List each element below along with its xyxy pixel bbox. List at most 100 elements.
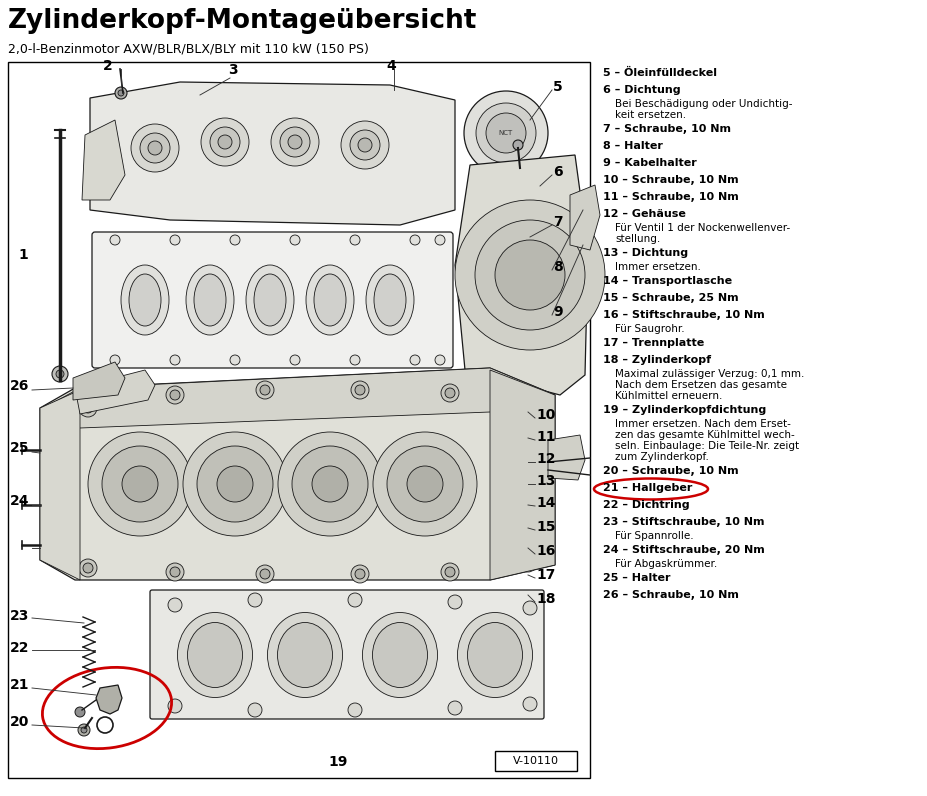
Circle shape <box>355 569 364 579</box>
Circle shape <box>201 118 248 166</box>
Circle shape <box>183 432 286 536</box>
Ellipse shape <box>185 265 234 335</box>
Text: 16: 16 <box>536 544 554 558</box>
Text: 16 – Stiftschraube, 10 Nm: 16 – Stiftschraube, 10 Nm <box>603 310 764 320</box>
Circle shape <box>81 727 87 733</box>
Circle shape <box>280 127 310 157</box>
Circle shape <box>140 133 170 163</box>
Circle shape <box>230 235 240 245</box>
Ellipse shape <box>121 265 169 335</box>
Text: 10 – Schraube, 10 Nm: 10 – Schraube, 10 Nm <box>603 175 738 185</box>
Ellipse shape <box>372 622 427 688</box>
Text: 19: 19 <box>327 755 347 769</box>
Circle shape <box>118 90 124 96</box>
Circle shape <box>147 141 162 155</box>
Circle shape <box>525 398 535 408</box>
Circle shape <box>387 446 463 522</box>
Circle shape <box>168 598 182 612</box>
Text: 26 – Schraube, 10 Nm: 26 – Schraube, 10 Nm <box>603 590 738 600</box>
Polygon shape <box>548 435 584 480</box>
Circle shape <box>79 559 97 577</box>
Text: 8: 8 <box>552 260 562 274</box>
Circle shape <box>110 355 120 365</box>
Text: Für Saugrohr.: Für Saugrohr. <box>615 324 684 334</box>
Text: 20 – Schraube, 10 Nm: 20 – Schraube, 10 Nm <box>603 466 738 476</box>
Text: 25 – Halter: 25 – Halter <box>603 573 670 583</box>
Text: zum Zylinderkopf.: zum Zylinderkopf. <box>615 452 708 462</box>
Ellipse shape <box>246 265 294 335</box>
Ellipse shape <box>277 622 332 688</box>
Text: 26: 26 <box>10 379 30 393</box>
Circle shape <box>448 701 462 715</box>
Circle shape <box>486 113 526 153</box>
Text: 13 – Dichtung: 13 – Dichtung <box>603 248 688 258</box>
Bar <box>8 62 590 778</box>
Circle shape <box>210 127 240 157</box>
Text: 9 – Kabelhalter: 9 – Kabelhalter <box>603 158 696 168</box>
Text: Für Spannrolle.: Für Spannrolle. <box>615 531 692 541</box>
Text: Zylinderkopf-Montageübersicht: Zylinderkopf-Montageübersicht <box>8 8 476 34</box>
Circle shape <box>292 446 368 522</box>
Circle shape <box>218 135 232 149</box>
Polygon shape <box>82 120 125 200</box>
Text: Bei Beschädigung oder Undichtig-: Bei Beschädigung oder Undichtig- <box>615 99 792 109</box>
Circle shape <box>518 554 537 572</box>
Text: Immer ersetzen. Nach dem Erset-: Immer ersetzen. Nach dem Erset- <box>615 419 790 429</box>
Circle shape <box>115 87 127 99</box>
Text: 23: 23 <box>10 609 30 623</box>
Circle shape <box>256 381 273 399</box>
Text: Für Abgaskrümmer.: Für Abgaskrümmer. <box>615 559 717 569</box>
Text: seln. Einbaulage: Die Teile-Nr. zeigt: seln. Einbaulage: Die Teile-Nr. zeigt <box>615 441 798 451</box>
Text: 21: 21 <box>10 678 30 692</box>
Circle shape <box>476 103 536 163</box>
Text: Nach dem Ersetzen das gesamte: Nach dem Ersetzen das gesamte <box>615 380 786 390</box>
Text: 10: 10 <box>536 408 554 422</box>
Text: V-10110: V-10110 <box>513 756 558 766</box>
Polygon shape <box>489 370 554 580</box>
Circle shape <box>170 567 180 577</box>
Text: 19 – Zylinderkopfdichtung: 19 – Zylinderkopfdichtung <box>603 405 766 415</box>
Circle shape <box>348 703 362 717</box>
Ellipse shape <box>187 622 242 688</box>
Circle shape <box>121 466 158 502</box>
Circle shape <box>168 699 182 713</box>
Circle shape <box>88 432 192 536</box>
Circle shape <box>513 140 523 150</box>
Text: 7 – Schraube, 10 Nm: 7 – Schraube, 10 Nm <box>603 124 730 134</box>
Circle shape <box>349 355 360 365</box>
Circle shape <box>217 466 253 502</box>
Text: 22: 22 <box>10 641 30 655</box>
Circle shape <box>410 355 420 365</box>
Text: 24 – Stiftschraube, 20 Nm: 24 – Stiftschraube, 20 Nm <box>603 545 764 555</box>
Text: Immer ersetzen.: Immer ersetzen. <box>615 262 700 272</box>
Ellipse shape <box>313 274 346 326</box>
Ellipse shape <box>254 274 286 326</box>
Text: 13: 13 <box>536 474 554 488</box>
Text: 2,0-l-Benzinmotor AXW/BLR/BLX/BLY mit 110 kW (150 PS): 2,0-l-Benzinmotor AXW/BLR/BLX/BLY mit 11… <box>8 42 368 55</box>
Text: keit ersetzen.: keit ersetzen. <box>615 110 685 120</box>
Circle shape <box>311 466 348 502</box>
Circle shape <box>464 91 548 175</box>
Polygon shape <box>454 155 588 395</box>
Circle shape <box>102 446 178 522</box>
Text: 11: 11 <box>536 430 555 444</box>
Ellipse shape <box>365 265 413 335</box>
Circle shape <box>358 138 372 152</box>
Circle shape <box>166 386 184 404</box>
Circle shape <box>340 121 388 169</box>
Polygon shape <box>40 390 80 580</box>
Circle shape <box>350 565 369 583</box>
Circle shape <box>260 569 270 579</box>
Circle shape <box>407 466 442 502</box>
FancyBboxPatch shape <box>92 232 452 368</box>
Text: 3: 3 <box>228 63 237 77</box>
Circle shape <box>410 235 420 245</box>
Text: 4: 4 <box>386 59 395 73</box>
Polygon shape <box>40 368 554 580</box>
Circle shape <box>110 235 120 245</box>
Text: 1: 1 <box>18 248 28 262</box>
Text: zen das gesamte Kühlmittel wech-: zen das gesamte Kühlmittel wech- <box>615 430 794 440</box>
Circle shape <box>494 240 565 310</box>
Text: 20: 20 <box>10 715 30 729</box>
Text: 15: 15 <box>536 520 555 534</box>
